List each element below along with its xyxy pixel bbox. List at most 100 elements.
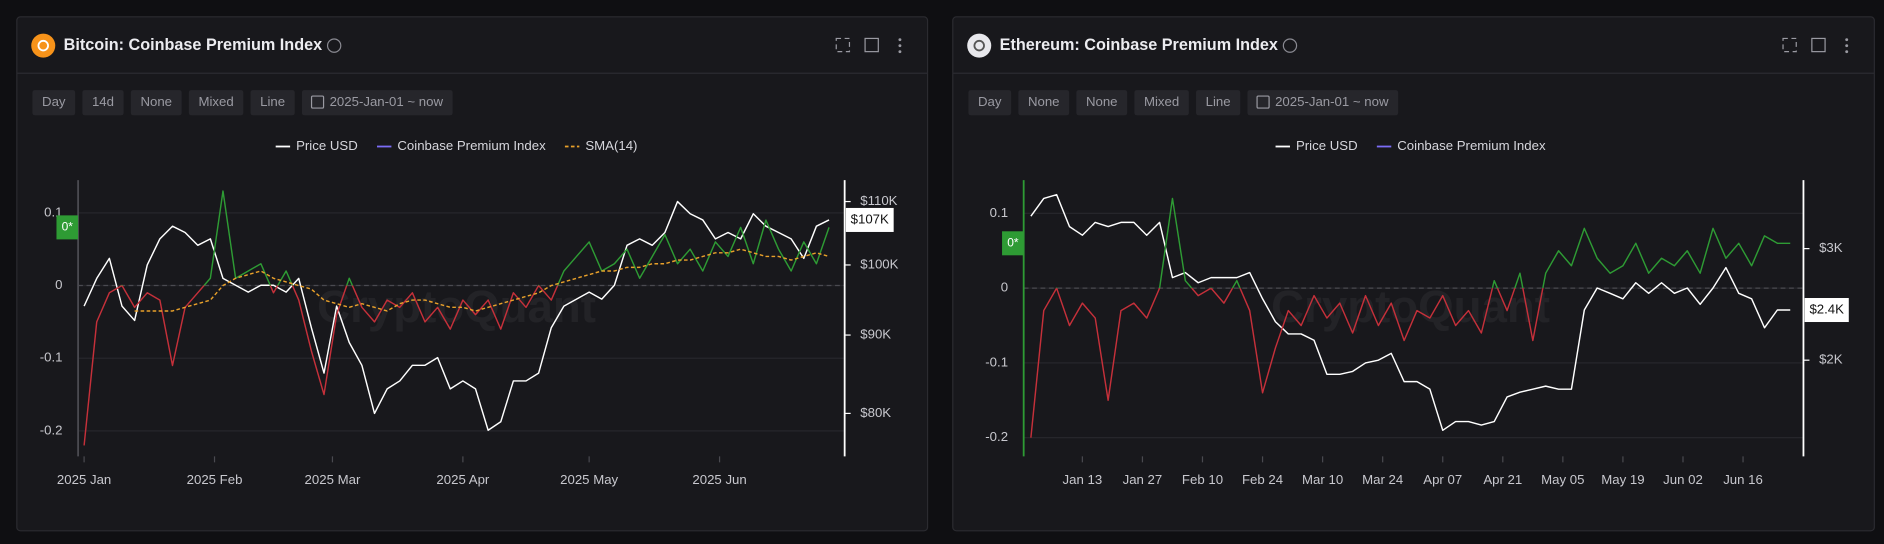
toolbar-button-label[interactable]: Line xyxy=(260,94,285,109)
price-tag-label: $2.4K xyxy=(1809,301,1844,316)
toolbar-button-label[interactable]: Day xyxy=(978,94,1002,109)
premium-line-negative xyxy=(1030,288,1544,438)
y2-tick-label: $110K xyxy=(860,193,897,208)
watermark: CryptoQuant xyxy=(317,281,596,332)
y2-tick-label: $2K xyxy=(1819,352,1843,367)
panel xyxy=(16,16,929,532)
toolbar-button[interactable] xyxy=(130,90,182,116)
premium-tag xyxy=(1002,231,1024,256)
premium-line-negative xyxy=(83,285,559,446)
x-tick-label: 2025 Mar xyxy=(305,472,361,487)
x-tick-label: 2025 Feb xyxy=(187,472,243,487)
legend-label: Coinbase Premium Index xyxy=(397,138,546,153)
open-icon[interactable] xyxy=(1811,37,1826,53)
toolbar-button[interactable] xyxy=(1134,90,1189,116)
x-tick-label: 2025 Jun xyxy=(692,472,746,487)
y-tick-label: 0 xyxy=(55,277,62,292)
toolbar-button[interactable] xyxy=(250,90,295,116)
y-tick-label: -0.2 xyxy=(40,422,63,437)
open-icon[interactable] xyxy=(864,37,879,53)
price-line xyxy=(1030,193,1791,432)
toolbar-button-label[interactable]: Day xyxy=(42,94,66,109)
toolbar-button[interactable] xyxy=(1018,90,1070,116)
toolbar-button-label[interactable]: None xyxy=(1028,94,1060,109)
x-tick-label: May 19 xyxy=(1601,472,1644,487)
panel-title: Bitcoin: Coinbase Premium Index xyxy=(64,36,322,54)
panel-title: Ethereum: Coinbase Premium Index xyxy=(1000,36,1278,54)
toolbar-button[interactable] xyxy=(968,90,1012,116)
x-tick-label: Feb 10 xyxy=(1182,472,1223,487)
toolbar-button[interactable] xyxy=(1196,90,1241,116)
toolbar-button-label[interactable]: 14d xyxy=(92,94,114,109)
expand-icon[interactable] xyxy=(835,37,851,53)
sma-line xyxy=(134,248,830,312)
menu-dot xyxy=(898,38,902,42)
x-tick-label: Apr 07 xyxy=(1423,472,1462,487)
y-tick-label: 0.1 xyxy=(990,205,1008,220)
legend-label: Price USD xyxy=(296,138,358,153)
toolbar-button-label[interactable]: Line xyxy=(1206,94,1231,109)
price-tag xyxy=(845,207,894,232)
x-tick-label: Apr 21 xyxy=(1483,472,1522,487)
toolbar-button-label[interactable]: Mixed xyxy=(198,94,233,109)
x-tick-label: Jun 02 xyxy=(1663,472,1703,487)
menu-dot xyxy=(898,44,902,48)
x-tick-label: Feb 24 xyxy=(1242,472,1283,487)
panel xyxy=(952,16,1875,532)
toolbar-button-label[interactable]: Mixed xyxy=(1144,94,1179,109)
x-tick-label: Jun 16 xyxy=(1723,472,1763,487)
x-tick-label: 2025 Apr xyxy=(436,472,489,487)
premium-tag-label: 0* xyxy=(1007,235,1019,249)
toolbar-button[interactable] xyxy=(82,90,124,116)
toolbar-button-label[interactable]: 2025-Jan-01 ~ now xyxy=(330,94,444,109)
toolbar-button[interactable] xyxy=(32,90,76,116)
y2-tick-label: $100K xyxy=(860,256,898,271)
legend-label: Price USD xyxy=(1296,138,1358,153)
toolbar-button[interactable] xyxy=(1076,90,1128,116)
legend-item: Coinbase Premium Index xyxy=(376,138,546,153)
x-tick-label: May 05 xyxy=(1541,472,1584,487)
x-tick-label: Mar 24 xyxy=(1362,472,1403,487)
toolbar-button-label[interactable]: 2025-Jan-01 ~ now xyxy=(1275,94,1389,109)
legend-item: Coinbase Premium Index xyxy=(1376,138,1546,153)
x-tick-label: Mar 10 xyxy=(1302,472,1343,487)
y-tick-label: -0.2 xyxy=(985,429,1008,444)
calendar-icon xyxy=(1256,95,1270,109)
y2-tick-label: $3K xyxy=(1819,240,1843,255)
toolbar-button-label[interactable]: None xyxy=(1086,94,1118,109)
toolbar-button[interactable] xyxy=(301,90,453,116)
info-icon xyxy=(326,38,342,53)
price-tag-label: $107K xyxy=(851,211,889,226)
menu-dot xyxy=(1845,44,1849,48)
toolbar-button-label[interactable]: None xyxy=(140,94,172,109)
menu-dot xyxy=(898,50,902,54)
legend-item: Price USD xyxy=(275,138,358,153)
y2-tick-label: $90K xyxy=(860,327,891,342)
x-tick-label: Jan 27 xyxy=(1123,472,1163,487)
price-tag xyxy=(1804,298,1849,323)
premium-tag-label: 0* xyxy=(62,220,74,234)
expand-icon[interactable] xyxy=(1782,37,1797,53)
x-tick-label: 2025 Jan xyxy=(57,472,111,487)
menu-dot xyxy=(1845,38,1849,42)
legend-item: SMA(14) xyxy=(564,138,637,153)
y2-tick-label: $80K xyxy=(860,405,891,420)
toolbar-button[interactable] xyxy=(188,90,244,116)
toolbar-button[interactable] xyxy=(1247,90,1399,116)
coin-icon xyxy=(31,33,56,58)
info-icon xyxy=(1282,38,1298,53)
y-tick-label: 0 xyxy=(1001,280,1008,295)
watermark: CryptoQuant xyxy=(1271,281,1550,332)
legend-item: Price USD xyxy=(1275,138,1358,153)
price-line xyxy=(83,200,830,431)
legend-label: SMA(14) xyxy=(585,138,637,153)
y-tick-label: -0.1 xyxy=(985,354,1008,369)
calendar-icon xyxy=(310,95,325,109)
menu-dot xyxy=(1845,50,1849,54)
y-tick-label: -0.1 xyxy=(40,350,63,365)
premium-line-positive xyxy=(1055,197,1791,289)
premium-line-positive xyxy=(120,190,830,286)
